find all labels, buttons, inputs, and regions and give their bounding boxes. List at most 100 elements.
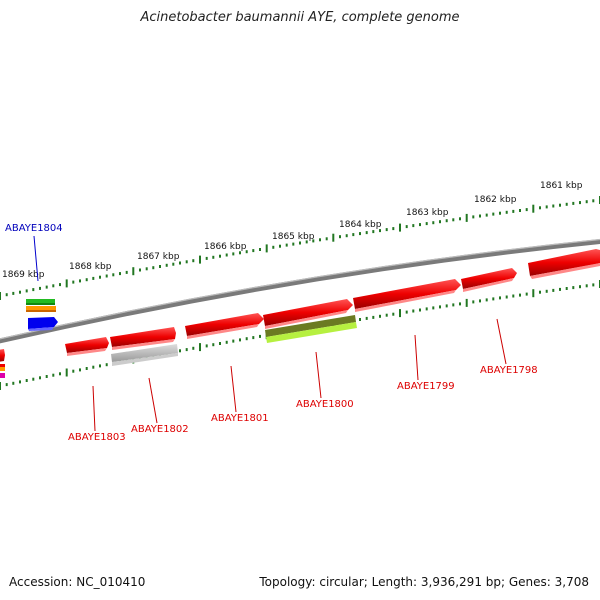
outer-scale-minor-tick	[559, 203, 561, 207]
outer-scale-major-tick	[65, 279, 68, 288]
inner-scale-minor-tick	[192, 346, 195, 350]
outer-scale-minor-tick	[285, 243, 288, 247]
gene-label-abaye1798[interactable]: ABAYE1798	[480, 365, 538, 376]
outer-scale-minor-tick	[585, 200, 588, 204]
inner-scale-minor-tick	[512, 294, 515, 298]
inner-scale-minor-tick	[379, 314, 381, 318]
outer-scale-minor-tick	[145, 267, 148, 271]
inner-scale-minor-tick	[592, 283, 595, 287]
inner-scale-minor-tick	[212, 343, 215, 347]
gene-arrow-abaye1797[interactable]	[528, 249, 600, 279]
outer-scale-major-tick	[332, 233, 335, 242]
tick-label-1869: 1869 kbp	[2, 270, 45, 280]
outer-scale-major-tick	[0, 292, 1, 300]
inner-scale-minor-tick	[19, 380, 21, 384]
inner-scale-minor-tick	[185, 348, 188, 352]
outer-scale-minor-tick	[432, 221, 435, 225]
outer-scale-minor-tick	[239, 251, 241, 255]
feature-tracks	[0, 299, 357, 378]
gene-label-abaye1800[interactable]: ABAYE1800	[296, 399, 354, 410]
outer-scale-minor-tick	[525, 208, 528, 212]
inner-scale-minor-tick	[32, 377, 35, 381]
outer-scale-minor-tick	[219, 254, 221, 258]
tick-label-1867: 1867 kbp	[137, 252, 180, 262]
gene-label-abaye1804[interactable]: ABAYE1804	[5, 223, 63, 234]
inner-scale-minor-tick	[545, 289, 548, 293]
feature-edge-red	[0, 364, 5, 367]
outer-scale-minor-tick	[179, 261, 181, 265]
gene-arrow-abaye1804[interactable]	[28, 317, 58, 329]
outer-scale-minor-tick	[499, 211, 501, 215]
inner-scale-minor-tick	[205, 344, 208, 348]
outer-scale-minor-tick	[472, 215, 475, 219]
inner-scale-minor-tick	[72, 369, 75, 373]
outer-scale-minor-tick	[365, 231, 368, 235]
inner-scale-minor-tick	[505, 295, 508, 299]
outer-scale-minor-tick	[259, 248, 261, 251]
outer-scale-minor-tick	[325, 237, 328, 241]
gene-arrow-abaye1799[interactable]	[353, 279, 461, 312]
inner-scale-minor-tick	[99, 364, 101, 368]
inner-scale-major-tick	[0, 382, 1, 390]
outer-scale-major-tick	[132, 267, 135, 276]
outer-scale-minor-tick	[292, 242, 295, 246]
tick-label-1863: 1863 kbp	[406, 208, 449, 218]
outer-scale-minor-tick	[412, 224, 415, 228]
outer-scale-major-tick	[399, 223, 401, 232]
outer-scale-minor-tick	[505, 210, 508, 214]
gene-label-abaye1801[interactable]: ABAYE1801	[211, 413, 269, 424]
outer-scale-minor-tick	[112, 273, 115, 277]
inner-scale-minor-tick	[559, 287, 561, 291]
inner-scale-minor-tick	[239, 338, 241, 342]
gene-arrow-abaye1802[interactable]	[110, 327, 176, 350]
gene-arrow-left-edge[interactable]	[0, 349, 5, 362]
inner-scale-minor-tick	[432, 306, 435, 310]
outer-scale-track	[0, 196, 600, 300]
gene-arrow-abaye1803[interactable]	[65, 337, 109, 356]
inner-scale-major-tick	[199, 343, 201, 352]
tick-label-1862: 1862 kbp	[474, 195, 517, 205]
outer-scale-minor-tick	[359, 232, 361, 236]
outer-scale-minor-tick	[205, 256, 208, 260]
inner-scale-minor-tick	[419, 308, 421, 312]
gene-label-abaye1803[interactable]: ABAYE1803	[68, 432, 126, 443]
outer-scale-minor-tick	[185, 260, 188, 264]
inner-scale-minor-tick	[552, 288, 555, 292]
outer-scale-minor-tick	[12, 291, 15, 295]
outer-scale-minor-tick	[459, 217, 461, 221]
inner-scale-minor-tick	[372, 315, 375, 319]
outer-scale-minor-tick	[192, 259, 195, 263]
map-title: Acinetobacter baumannii AYE, complete ge…	[140, 10, 460, 25]
tick-label-1865: 1865 kbp	[272, 232, 315, 242]
outer-scale-minor-tick	[372, 230, 375, 234]
inner-scale-minor-tick	[59, 372, 61, 376]
feature-grey	[111, 344, 178, 362]
inner-scale-major-tick	[65, 368, 68, 377]
inner-scale-minor-tick	[485, 298, 488, 302]
inner-scale-minor-tick	[405, 310, 408, 314]
inner-scale-major-tick	[465, 298, 468, 307]
inner-scale-minor-tick	[445, 304, 448, 308]
outer-scale-minor-tick	[72, 280, 75, 284]
inner-scale-minor-tick	[579, 285, 581, 289]
gene-label-abaye1802[interactable]: ABAYE1802	[131, 424, 189, 435]
outer-scale-minor-tick	[305, 240, 308, 244]
gene-arrow-abaye1800[interactable]	[263, 299, 353, 329]
feature-edge-magenta	[0, 373, 5, 378]
gene-arrow-abaye1798[interactable]	[461, 268, 517, 292]
outer-scale-minor-tick	[392, 227, 395, 231]
gene-arrow-abaye1801[interactable]	[185, 313, 264, 339]
outer-scale-minor-tick	[25, 289, 28, 293]
inner-scale-minor-tick	[472, 300, 475, 304]
inner-scale-minor-tick	[179, 349, 181, 353]
outer-scale-minor-tick	[385, 228, 388, 232]
inner-scale-minor-tick	[499, 296, 501, 300]
outer-scale-minor-tick	[85, 278, 88, 282]
outer-scale-minor-tick	[352, 233, 355, 237]
outer-scale-minor-tick	[32, 288, 35, 292]
outer-scale-minor-tick	[172, 262, 175, 266]
gene-label-abaye1799[interactable]: ABAYE1799	[397, 381, 455, 392]
outer-scale-minor-tick	[232, 252, 235, 256]
outer-scale-minor-tick	[152, 266, 155, 270]
outer-scale-minor-tick	[485, 213, 488, 217]
